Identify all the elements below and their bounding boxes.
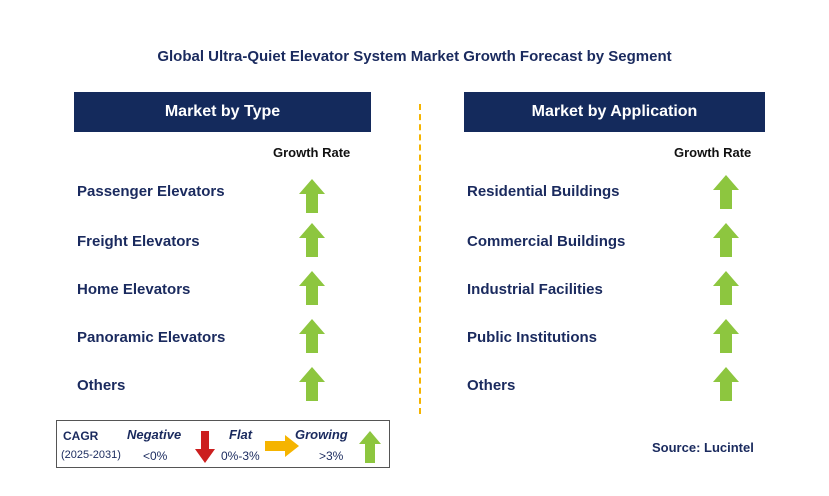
flat-arrow-right-icon xyxy=(265,435,299,457)
row-label-type-2: Home Elevators xyxy=(77,281,191,298)
row-label-application-2: Industrial Facilities xyxy=(467,281,603,298)
row-label-type-0: Passenger Elevators xyxy=(77,183,225,200)
source-credit: Source: Lucintel xyxy=(652,440,754,455)
legend-flat-label: Flat xyxy=(229,427,253,442)
row-label-type-3: Panoramic Elevators xyxy=(77,329,226,346)
growth-arrow-up-icon xyxy=(299,367,325,401)
panel-divider xyxy=(419,104,421,414)
cagr-legend: CAGR (2025-2031) Negative <0% Flat 0%-3%… xyxy=(56,420,390,468)
growth-arrow-up-icon xyxy=(713,271,739,305)
growth-arrow-up-icon xyxy=(299,179,325,213)
legend-growing-range: >3% xyxy=(319,449,344,463)
chart-title: Global Ultra-Quiet Elevator System Marke… xyxy=(157,48,672,65)
legend-cagr: CAGR xyxy=(63,429,99,443)
row-label-type-1: Freight Elevators xyxy=(77,233,200,250)
growth-arrow-up-icon xyxy=(713,319,739,353)
legend-negative-range: <0% xyxy=(143,449,168,463)
legend-period: (2025-2031) xyxy=(61,449,121,461)
legend-negative-label: Negative xyxy=(127,427,182,442)
growth-arrow-up-icon xyxy=(299,319,325,353)
growing-arrow-up-icon xyxy=(359,431,381,463)
row-label-application-0: Residential Buildings xyxy=(467,183,620,200)
growth-rate-label-application: Growth Rate xyxy=(674,145,752,160)
negative-arrow-down-icon xyxy=(195,431,215,463)
panel-header-type: Market by Type xyxy=(74,92,371,132)
growth-arrow-up-icon xyxy=(713,175,739,209)
growth-arrow-up-icon xyxy=(713,367,739,401)
growth-arrow-up-icon xyxy=(299,271,325,305)
growth-arrow-up-icon xyxy=(299,223,325,257)
row-label-application-3: Public Institutions xyxy=(467,329,597,346)
legend-growing-label: Growing xyxy=(295,427,348,442)
row-label-application-4: Others xyxy=(467,377,516,394)
growth-arrow-up-icon xyxy=(713,223,739,257)
growth-rate-label-type: Growth Rate xyxy=(273,145,351,160)
panel-header-application: Market by Application xyxy=(464,92,765,132)
row-label-type-4: Others xyxy=(77,377,126,394)
row-label-application-1: Commercial Buildings xyxy=(467,233,626,250)
legend-flat-range: 0%-3% xyxy=(221,449,260,463)
